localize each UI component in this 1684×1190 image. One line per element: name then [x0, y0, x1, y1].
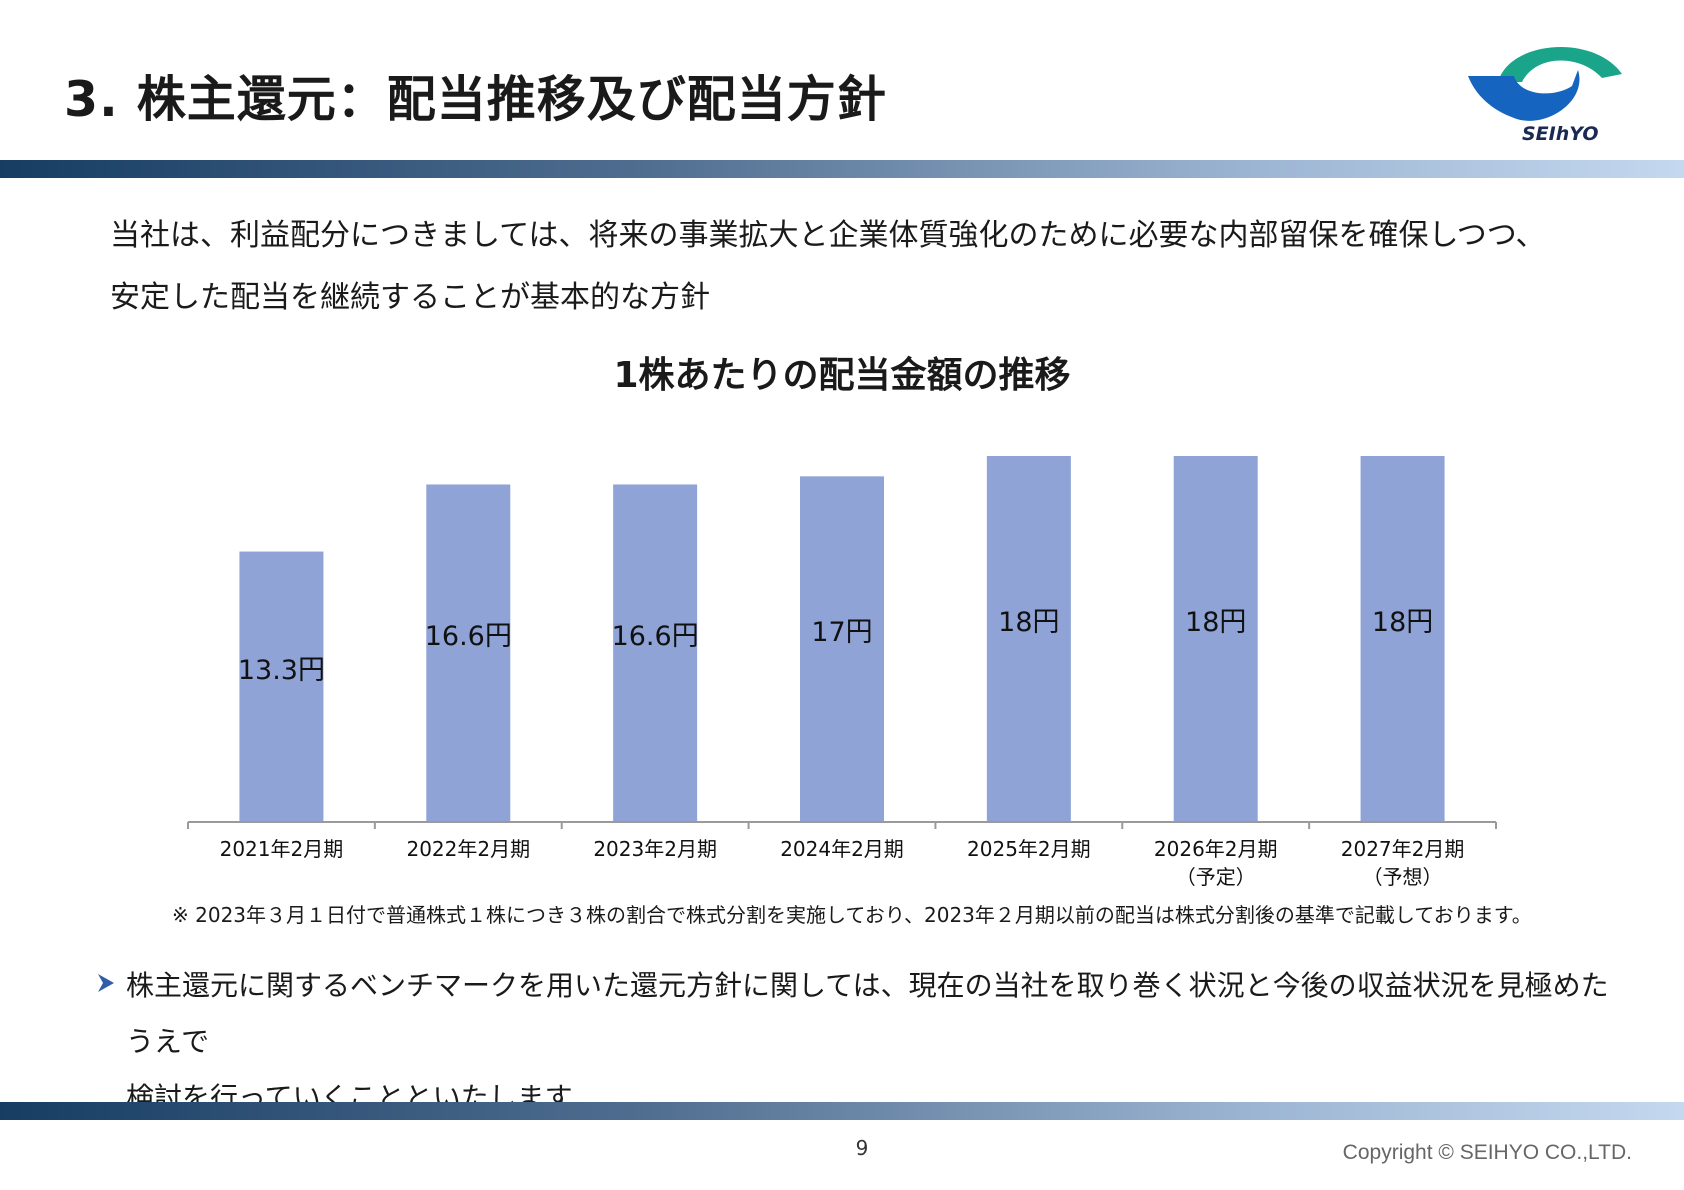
- footer-divider-band: [0, 1102, 1684, 1120]
- bullet-arrow-icon: [98, 974, 114, 992]
- x-tick-label: 2025年2月期: [967, 837, 1091, 861]
- chart-title: 1株あたりの配当金額の推移: [613, 355, 1071, 396]
- bar: [426, 484, 511, 822]
- x-tick-label: 2021年2月期: [220, 837, 344, 861]
- bar-data-label: 18円: [1185, 607, 1246, 638]
- page-number: 9: [855, 1136, 869, 1160]
- bar: [1173, 456, 1258, 822]
- x-tick-sublabel: （予想）: [1363, 865, 1443, 889]
- bar-data-label: 16.6円: [425, 621, 512, 652]
- intro-line-2: 安定した配当を継続することが基本的な方針: [110, 280, 710, 315]
- page-title: 3. 株主還元：配当推移及び配当方針: [64, 71, 887, 128]
- bar: [986, 456, 1071, 822]
- intro-line-1: 当社は、利益配分につきましては、将来の事業拡大と企業体質強化のために必要な内部留…: [110, 218, 1546, 253]
- stock-split-note: ※ 2023年３月１日付で普通株式１株につき３株の割合で株式分割を実施しており、…: [172, 903, 1532, 927]
- x-tick-label: 2022年2月期: [406, 837, 530, 861]
- x-tick-label: 2024年2月期: [780, 837, 904, 861]
- bar-data-label: 17円: [811, 617, 872, 648]
- x-tick-label: 2026年2月期: [1154, 837, 1278, 861]
- bullet-line-1: 株主還元に関するベンチマークを用いた還元方針に関しては、現在の当社を取り巻く状況…: [126, 969, 1609, 1058]
- bar: [613, 484, 698, 822]
- x-tick-label: 2027年2月期: [1341, 837, 1465, 861]
- bar-data-label: 13.3円: [238, 655, 325, 686]
- bar-data-label: 16.6円: [612, 621, 699, 652]
- bar: [1360, 456, 1445, 822]
- bar: [239, 551, 324, 822]
- logo-text: SEIhYO: [1522, 123, 1599, 145]
- bar-data-label: 18円: [1372, 607, 1433, 638]
- intro-text: 当社は、利益配分につきましては、将来の事業拡大と企業体質強化のために必要な内部留…: [110, 205, 1630, 329]
- copyright-text: Copyright © SEIHYO CO.,LTD.: [1342, 1141, 1632, 1164]
- x-tick-sublabel: （予定）: [1176, 865, 1256, 889]
- header-divider-band: [0, 160, 1684, 178]
- bar-data-label: 18円: [998, 607, 1059, 638]
- dividend-bar-chart: 13.3円 2021年2月期 16.6円 2022年2月期 16.6円 2023年2月期 1…: [187, 456, 1497, 889]
- company-logo: SEIhYO: [1468, 47, 1622, 145]
- logo-teal-arc: [1498, 47, 1622, 82]
- x-tick-label: 2023年2月期: [593, 837, 717, 861]
- shareholder-return-policy-text: 株主還元に関するベンチマークを用いた還元方針に関しては、現在の当社を取り巻く状況…: [126, 958, 1626, 1126]
- logo-blue-swoosh: [1468, 70, 1580, 121]
- bar: [800, 476, 884, 822]
